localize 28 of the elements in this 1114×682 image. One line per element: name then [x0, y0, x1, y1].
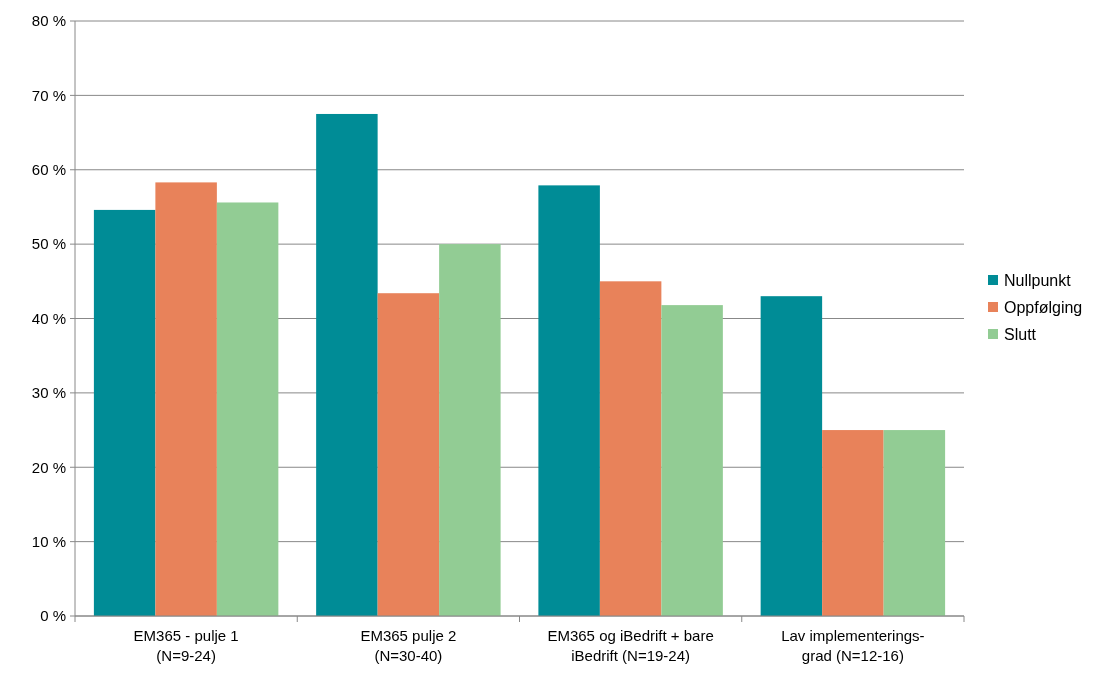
- bar: [155, 182, 217, 616]
- y-tick-label: 20 %: [31, 458, 66, 476]
- bar: [93, 209, 156, 616]
- legend-label: Slutt: [1004, 325, 1037, 343]
- x-tick-label: Lav implementerings- grad (N=12-16): [781, 627, 925, 664]
- bar: [661, 305, 723, 616]
- y-tick-label: 30 %: [31, 384, 66, 402]
- bar: [538, 185, 600, 616]
- bar: [883, 430, 946, 616]
- bar: [316, 113, 378, 616]
- y-tick-label: 60 %: [31, 161, 66, 178]
- legend-label: Oppfølging: [1004, 298, 1083, 316]
- y-tick-label: 40 %: [31, 309, 66, 327]
- x-tick-label: EM365 og iBedrift + bare iBedrift (N=19-24): [547, 627, 714, 664]
- y-tick-label: 70 %: [31, 86, 66, 104]
- bar: [760, 296, 823, 616]
- y-tick-label: 0 %: [40, 607, 66, 625]
- bar: [439, 244, 501, 616]
- bar: [822, 430, 884, 616]
- x-tick-label: EM365 pulje 2 (N=30-40): [360, 627, 457, 664]
- x-tick-label: EM365 - pulje 1 (N=9-24): [133, 627, 239, 664]
- y-tick-label: 80 %: [31, 12, 66, 30]
- y-tick-label: 50 %: [31, 235, 66, 253]
- bar: [216, 202, 279, 616]
- legend-label: Nullpunkt: [1004, 271, 1072, 289]
- bar: [599, 281, 662, 616]
- y-tick-label: 10 %: [31, 532, 66, 550]
- bar: [377, 293, 440, 616]
